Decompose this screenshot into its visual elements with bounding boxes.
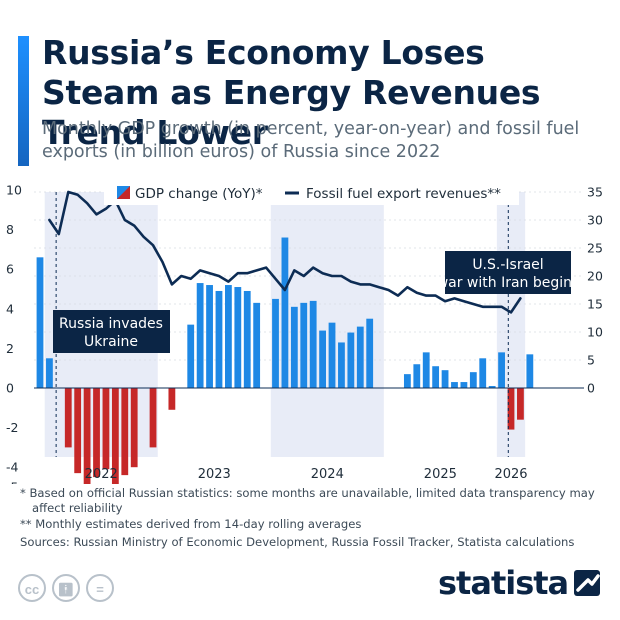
gdp-bar-2024-03 xyxy=(290,306,298,388)
y-right-tick: 20 xyxy=(587,269,603,284)
y-left-tick: 8 xyxy=(6,222,14,237)
gdp-bar-2025-05 xyxy=(422,352,430,388)
combo-chart: 14121086420-2-4-5 4035302520151050 20222… xyxy=(6,181,603,485)
y-left-tick: 10 xyxy=(6,183,22,198)
annotation-iran-war: U.S.-Israel war with Iran begins xyxy=(437,251,580,294)
y-left-tick: -5 xyxy=(6,480,18,485)
title-accent-bar xyxy=(18,36,29,166)
gdp-bar-2024-09 xyxy=(347,332,355,388)
footnotes: * Based on official Russian statistics: … xyxy=(20,486,610,551)
y-left-tick: 6 xyxy=(6,262,14,277)
gdp-bar-2024-11 xyxy=(366,318,374,388)
footnote-gdp: * Based on official Russian statistics: … xyxy=(20,486,595,515)
license-icons: cc 🚹︎ = xyxy=(18,574,120,602)
gdp-bar-2023-08 xyxy=(225,285,232,388)
gdp-bar-2025-09 xyxy=(460,382,468,388)
gdp-bar-2025-03 xyxy=(403,374,411,388)
annotation-invasion: Russia invades Ukraine xyxy=(53,310,170,353)
y-right-tick: 15 xyxy=(587,297,603,312)
gdp-bar-2024-05 xyxy=(309,300,317,388)
statista-logo[interactable]: statista xyxy=(438,562,608,602)
legend: GDP change (YoY)* Fossil fuel export rev… xyxy=(104,181,519,205)
y-right-tick: 35 xyxy=(587,185,603,200)
y-left-tick: 4 xyxy=(6,301,14,316)
gdp-bar-2022-09 xyxy=(121,388,129,476)
gdp-bar-2026-01 xyxy=(498,352,505,388)
y-left-tick: 2 xyxy=(6,341,14,356)
gdp-bar-2022-10 xyxy=(130,388,138,468)
page-subtitle: Monthly GDP growth (in percent, year-on-… xyxy=(42,119,580,162)
gdp-bar-2022-05 xyxy=(83,388,91,484)
annotation-iran-war-text-line2: war with Iran begins xyxy=(437,275,580,291)
cc-icon[interactable]: cc xyxy=(18,574,46,602)
gdp-bar-undefined xyxy=(526,354,534,388)
statista-logo-icon xyxy=(574,570,600,596)
annotation-invasion-text-line2: Ukraine xyxy=(84,334,138,350)
gdp-bar-2023-10 xyxy=(243,290,251,388)
gdp-bar-2024-06 xyxy=(319,330,326,388)
y-right-tick: 5 xyxy=(587,353,595,368)
y-right-tick: 30 xyxy=(587,213,603,228)
footnote-revenue: ** Monthly estimates derived from 14-day… xyxy=(20,517,362,531)
equals-icon[interactable]: = xyxy=(86,574,114,602)
gdp-bar-2022-06 xyxy=(93,388,100,478)
sources: Sources: Russian Ministry of Economic De… xyxy=(20,535,575,549)
gdp-bar-2025-11 xyxy=(479,358,487,388)
gdp-bar-2023-02 xyxy=(168,388,176,410)
year-band-1 xyxy=(270,192,384,457)
gdp-bar-2025-08 xyxy=(451,382,458,388)
gdp-bar-2025-07 xyxy=(441,370,449,388)
legend-line-label: Fossil fuel export revenues** xyxy=(306,186,501,202)
y-left-tick: -2 xyxy=(6,420,18,435)
y-left-tick: -4 xyxy=(6,460,19,475)
gdp-bar-2022-12 xyxy=(149,388,157,448)
person-icon[interactable]: 🚹︎ xyxy=(52,574,80,602)
gdp-bar-2023-07 xyxy=(215,290,223,388)
gdp-bar-2025-12 xyxy=(488,386,496,388)
annotation-invasion-text: Russia invades xyxy=(59,316,163,332)
gdp-bar-2023-04 xyxy=(187,324,195,388)
gdp-bar-2024-01 xyxy=(272,298,279,388)
gdp-bar-2022-01 xyxy=(46,358,53,388)
page-title: Russia’s Economy Loses Steam as Energy R… xyxy=(42,33,541,152)
x-tick-2026: 2026 xyxy=(494,467,527,482)
gdp-bar-2022-07 xyxy=(102,388,110,470)
statista-logo-text: statista xyxy=(438,564,568,602)
annotation-iran-war-text: U.S.-Israel xyxy=(472,257,543,273)
gdp-bar-2024-10 xyxy=(356,326,364,388)
fossil-fuel-revenue-line xyxy=(48,190,522,314)
gdp-bar-2021-12 xyxy=(36,257,44,388)
y-left-tick: 0 xyxy=(6,381,14,396)
gdp-bar-2023-09 xyxy=(234,287,242,388)
gdp-bar-2022-08 xyxy=(111,388,119,484)
y-right-tick: 0 xyxy=(587,381,595,396)
x-tick-2024: 2024 xyxy=(311,467,344,482)
gdp-bar-2024-04 xyxy=(300,302,308,388)
gdp-bar-2025-10 xyxy=(469,372,477,388)
gdp-bar-2024-02 xyxy=(281,237,289,388)
legend-gdp-label: GDP change (YoY)* xyxy=(135,186,263,202)
gdp-bar-2026-02 xyxy=(507,388,515,430)
x-tick-2023: 2023 xyxy=(198,467,231,482)
gdp-bar-2023-06 xyxy=(206,285,213,388)
x-tick-2025: 2025 xyxy=(424,467,457,482)
y-right-tick: 25 xyxy=(587,241,603,256)
gdp-bar-2025-06 xyxy=(432,366,440,388)
gdp-bar-2025-04 xyxy=(413,364,421,388)
gdp-bar-2024-08 xyxy=(338,342,345,388)
y-right-tick: 10 xyxy=(587,325,603,340)
gdp-bar-2026-03 xyxy=(517,388,524,420)
gdp-bar-2022-03 xyxy=(64,388,72,448)
gdp-bar-2023-11 xyxy=(253,302,261,388)
x-tick-2022: 2022 xyxy=(85,467,118,482)
gdp-bar-2024-07 xyxy=(328,322,336,388)
gdp-bar-2022-04 xyxy=(74,388,82,474)
legend-gdp-swatch-negative xyxy=(117,186,130,199)
gdp-bar-2023-05 xyxy=(196,283,204,388)
